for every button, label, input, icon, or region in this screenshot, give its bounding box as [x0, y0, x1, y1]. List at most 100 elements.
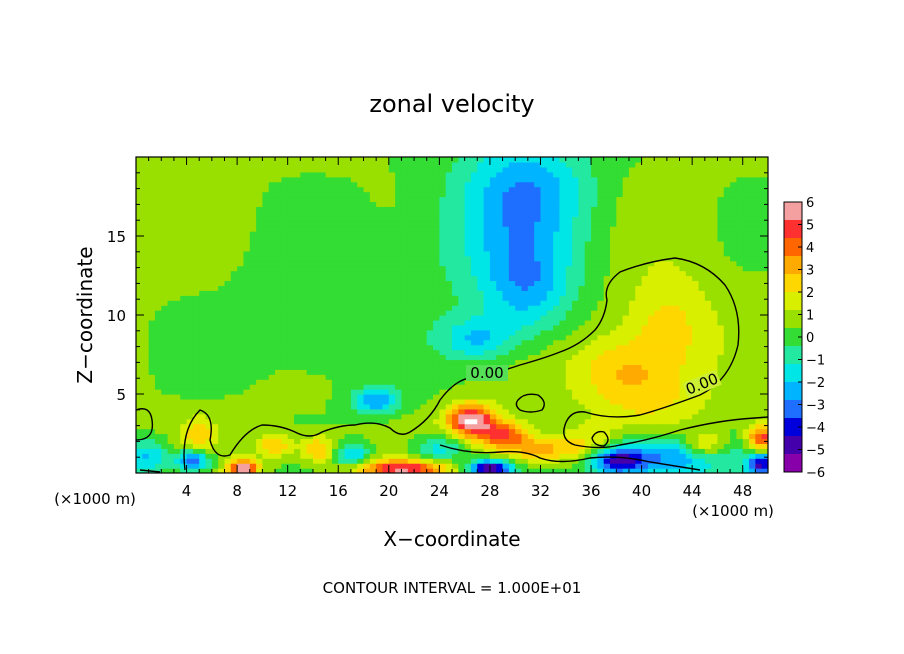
field-cell — [211, 315, 219, 321]
field-cell — [275, 389, 282, 395]
field-cell — [489, 250, 497, 257]
field-cell — [616, 334, 624, 341]
field-cell — [161, 349, 169, 356]
field-cell — [192, 255, 200, 262]
field-cell — [553, 275, 561, 282]
field-cell — [666, 438, 674, 444]
field-cell — [211, 310, 219, 316]
field-cell — [730, 324, 737, 331]
field-cell — [489, 240, 497, 247]
field-cell — [704, 468, 712, 473]
field-cell — [470, 423, 478, 430]
field-cell — [300, 364, 308, 370]
field-cell — [325, 270, 333, 277]
field-cell — [603, 448, 611, 454]
field-cell — [294, 310, 301, 316]
field-cell — [180, 226, 188, 232]
field-cell — [224, 295, 232, 301]
field-cell — [565, 226, 573, 232]
field-cell — [685, 408, 693, 415]
field-cell — [749, 413, 756, 420]
field-cell — [142, 324, 150, 331]
field-cell — [344, 275, 352, 282]
field-cell — [591, 329, 598, 336]
field-cell — [363, 443, 371, 449]
field-cell — [660, 359, 668, 365]
field-cell — [262, 226, 270, 232]
field-cell — [565, 403, 573, 410]
field-cell — [489, 315, 497, 321]
field-cell — [237, 236, 245, 242]
field-cell — [660, 305, 668, 311]
field-cell — [660, 295, 668, 301]
field-cell — [641, 270, 649, 277]
field-cell — [414, 334, 421, 341]
field-cell — [136, 418, 143, 425]
field-cell — [142, 310, 150, 316]
field-cell — [186, 285, 194, 291]
field-cell — [489, 453, 497, 459]
field-cell — [464, 389, 472, 395]
field-cell — [717, 339, 725, 346]
field-cell — [698, 463, 706, 469]
field-cell — [666, 354, 674, 361]
field-cell — [281, 270, 289, 277]
field-cell — [420, 290, 428, 296]
field-cell — [388, 285, 396, 291]
field-cell — [142, 438, 150, 444]
field-cell — [717, 374, 725, 380]
field-cell — [622, 369, 630, 375]
field-cell — [237, 285, 245, 291]
field-cell — [395, 398, 403, 405]
field-cell — [489, 423, 497, 430]
field-cell — [192, 226, 200, 232]
field-cell — [742, 418, 750, 425]
field-cell — [420, 265, 428, 272]
field-cell — [325, 295, 333, 301]
field-cell — [237, 305, 245, 311]
field-cell — [673, 339, 681, 346]
field-cell — [186, 384, 194, 390]
field-cell — [616, 448, 624, 454]
field-cell — [281, 453, 289, 459]
field-cell — [749, 329, 756, 336]
field-cell — [477, 394, 485, 400]
field-cell — [515, 389, 523, 395]
field-cell — [673, 349, 681, 356]
field-cell — [363, 329, 371, 336]
field-cell — [224, 423, 232, 430]
field-cell — [559, 403, 567, 410]
field-cell — [363, 300, 371, 306]
field-cell — [167, 438, 175, 444]
field-cell — [717, 231, 725, 237]
field-cell — [452, 418, 459, 425]
field-cell — [515, 428, 523, 435]
field-cell — [243, 250, 251, 257]
field-cell — [300, 290, 308, 296]
field-cell — [527, 245, 535, 252]
field-cell — [496, 260, 504, 267]
field-cell — [243, 236, 251, 242]
field-cell — [622, 310, 630, 316]
field-cell — [553, 364, 561, 370]
field-cell — [199, 468, 207, 473]
field-cell — [546, 245, 554, 252]
field-cell — [452, 463, 459, 469]
field-cell — [426, 448, 434, 454]
field-cell — [559, 394, 567, 400]
field-cell — [237, 324, 245, 331]
field-cell — [445, 448, 453, 454]
field-cell — [603, 418, 611, 425]
field-cell — [464, 418, 472, 425]
field-cell — [565, 408, 573, 415]
field-cell — [508, 285, 516, 291]
field-cell — [357, 394, 365, 400]
field-cell — [755, 428, 763, 435]
field-cell — [414, 379, 421, 385]
field-cell — [312, 270, 320, 277]
field-cell — [654, 418, 662, 425]
field-cell — [142, 250, 150, 257]
field-cell — [306, 369, 314, 375]
field-cell — [464, 295, 472, 301]
field-cell — [180, 428, 188, 435]
